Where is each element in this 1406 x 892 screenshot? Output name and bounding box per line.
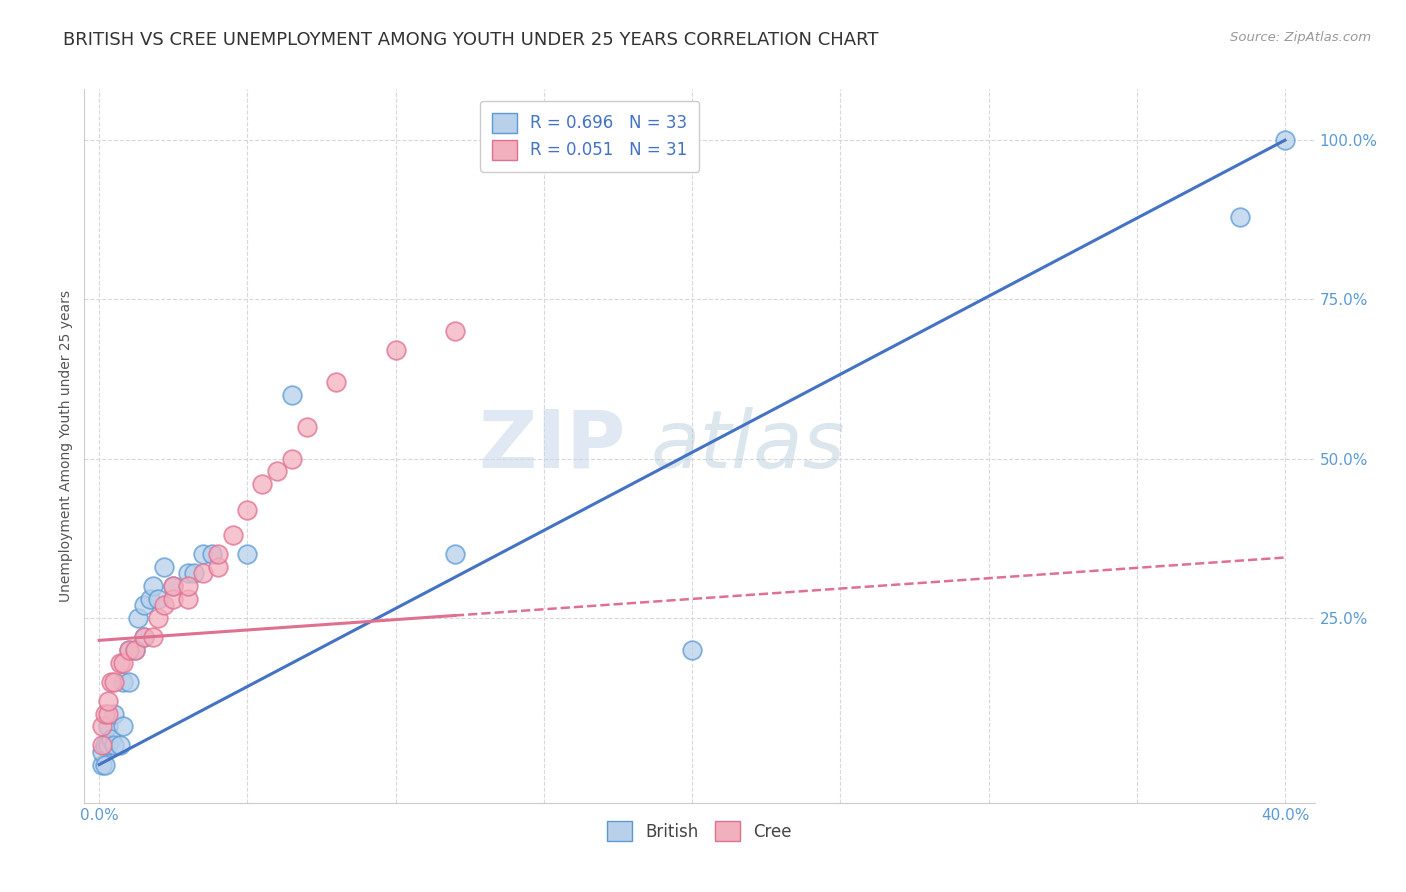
Point: [162, 579, 184, 593]
Text: BRITISH VS CREE UNEMPLOYMENT AMONG YOUTH UNDER 25 YEARS CORRELATION CHART: BRITISH VS CREE UNEMPLOYMENT AMONG YOUTH…: [63, 31, 879, 49]
Point: [124, 643, 146, 657]
Point: [325, 376, 347, 390]
Point: [444, 324, 467, 338]
Point: [153, 599, 176, 613]
Point: [201, 547, 224, 561]
Point: [94, 739, 117, 753]
Point: [183, 566, 205, 581]
Point: [384, 343, 406, 358]
Point: [148, 591, 170, 606]
Point: [94, 706, 117, 721]
Point: [103, 739, 125, 753]
Point: [444, 547, 467, 561]
Point: [97, 706, 120, 721]
Text: ZIP: ZIP: [478, 407, 626, 485]
Point: [281, 451, 304, 466]
Text: Source: ZipAtlas.com: Source: ZipAtlas.com: [1230, 31, 1371, 45]
Point: [177, 566, 200, 581]
Point: [1229, 210, 1251, 224]
Point: [118, 674, 141, 689]
Point: [148, 611, 170, 625]
Point: [177, 579, 200, 593]
Point: [118, 643, 141, 657]
Point: [103, 674, 125, 689]
Legend: British, Cree: British, Cree: [600, 814, 799, 848]
Point: [108, 739, 131, 753]
Point: [236, 547, 259, 561]
Point: [94, 757, 117, 772]
Point: [118, 643, 141, 657]
Point: [91, 745, 114, 759]
Point: [138, 591, 160, 606]
Point: [111, 656, 134, 670]
Point: [207, 560, 229, 574]
Point: [127, 611, 149, 625]
Point: [191, 547, 214, 561]
Point: [162, 591, 184, 606]
Point: [295, 420, 318, 434]
Point: [281, 388, 304, 402]
Point: [221, 528, 243, 542]
Point: [266, 465, 288, 479]
Point: [100, 732, 122, 747]
Point: [162, 579, 184, 593]
Point: [141, 579, 163, 593]
Point: [103, 706, 125, 721]
Point: [97, 719, 120, 733]
Y-axis label: Unemployment Among Youth under 25 years: Unemployment Among Youth under 25 years: [59, 290, 73, 602]
Text: atlas: atlas: [651, 407, 845, 485]
Point: [132, 599, 155, 613]
Point: [1274, 133, 1296, 147]
Point: [132, 630, 155, 644]
Point: [111, 674, 134, 689]
Point: [111, 719, 134, 733]
Point: [91, 719, 114, 733]
Point: [207, 547, 229, 561]
Point: [177, 591, 200, 606]
Point: [191, 566, 214, 581]
Point: [141, 630, 163, 644]
Point: [91, 757, 114, 772]
Point: [236, 502, 259, 516]
Point: [124, 643, 146, 657]
Point: [132, 630, 155, 644]
Point: [252, 477, 274, 491]
Point: [153, 560, 176, 574]
Point: [91, 739, 114, 753]
Point: [97, 694, 120, 708]
Point: [100, 674, 122, 689]
Point: [681, 643, 703, 657]
Point: [97, 739, 120, 753]
Point: [108, 656, 131, 670]
